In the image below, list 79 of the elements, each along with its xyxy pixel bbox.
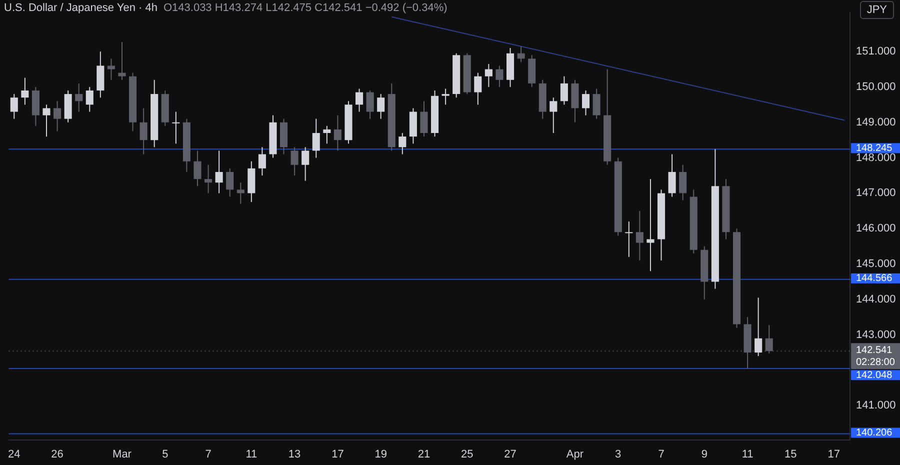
candlestick <box>312 118 320 158</box>
x-tick-label: 3 <box>615 448 622 461</box>
candlestick <box>560 76 568 106</box>
candlestick <box>496 65 504 88</box>
candlestick <box>474 72 482 106</box>
x-tick-label: 11 <box>246 448 258 461</box>
text: JPY <box>860 1 894 19</box>
candlestick <box>290 146 298 176</box>
candlestick <box>442 88 450 106</box>
candlestick <box>204 164 212 194</box>
candlestick <box>355 88 364 112</box>
candlestick <box>646 178 654 272</box>
candlestick <box>484 63 492 88</box>
candlestick <box>54 100 62 132</box>
candlestick <box>215 150 223 194</box>
y-tick-label: 143.000 <box>856 328 896 341</box>
candlestick <box>582 90 590 116</box>
candlestick <box>323 125 331 144</box>
y-tick-label: 151.000 <box>856 46 896 58</box>
ref-line-label: 144.566 <box>856 273 893 284</box>
x-tick-label: 25 <box>461 448 474 461</box>
text: 02:28:00 <box>856 356 896 368</box>
candlestick <box>377 94 385 120</box>
candlestick <box>754 297 762 357</box>
candlestick <box>636 210 644 261</box>
candlestick <box>118 41 126 80</box>
x-tick-label: 7 <box>205 448 212 461</box>
x-tick-label: 21 <box>418 448 430 461</box>
x-tick-label: 15 <box>784 448 797 461</box>
x-tick-label: 5 <box>162 448 168 461</box>
x-tick-label: 9 <box>701 448 708 461</box>
y-tick-label: 149.000 <box>856 116 896 128</box>
candlestick <box>517 46 525 63</box>
candlestick <box>668 154 676 198</box>
candlestick <box>75 82 83 112</box>
candlestick <box>550 97 558 134</box>
candlestick <box>302 146 310 182</box>
candlestick <box>398 132 406 155</box>
candlestick <box>172 111 180 144</box>
y-tick-label: 147.000 <box>856 187 896 200</box>
ref-line-label: 140.206 <box>856 428 893 439</box>
candlestick <box>366 90 374 120</box>
candlestick <box>679 164 687 201</box>
x-tick-label: 17 <box>332 448 344 461</box>
x-tick-label: Mar <box>112 448 132 461</box>
x-tick-label: 11 <box>742 448 754 461</box>
x-tick-label: 7 <box>658 448 664 461</box>
x-tick-label: 17 <box>828 448 840 461</box>
y-tick-label: 145.000 <box>856 258 896 270</box>
x-tick-label: 19 <box>374 448 387 461</box>
candlestick <box>625 221 633 258</box>
y-tick-label: 141.000 <box>856 400 896 412</box>
candlestick <box>420 100 428 138</box>
candlestick <box>86 86 94 112</box>
y-tick-label: 150.000 <box>856 80 896 93</box>
y-tick-label: 148.000 <box>856 152 896 164</box>
candlestick <box>42 104 50 138</box>
candlestick <box>21 77 29 106</box>
chart-title: U.S. Dollar / Japanese Yen · 4h <box>4 2 158 14</box>
x-tick-label: Apr <box>566 448 584 461</box>
candlestick <box>258 146 266 176</box>
x-tick-label: 24 <box>8 448 20 461</box>
x-tick-label: 27 <box>504 448 516 461</box>
y-tick-label: 144.000 <box>856 293 896 306</box>
candlestick <box>194 150 202 187</box>
x-tick-label: 13 <box>288 448 301 461</box>
candlestick <box>107 58 115 80</box>
candlestick <box>10 94 18 120</box>
candlestick <box>334 114 342 152</box>
candlestick <box>236 182 244 204</box>
candlestick <box>140 108 148 155</box>
ref-line-label: 142.048 <box>856 370 893 381</box>
candlestick <box>226 168 234 198</box>
chart-subtitle: O143.033 H143.274 L142.475 C142.541 −0.492 (−0.34%) <box>163 2 448 14</box>
ref-line-label: 142.541 <box>856 344 893 356</box>
x-tick-label: 26 <box>51 448 64 461</box>
candlestick <box>592 88 600 120</box>
ref-line-label: 148.245 <box>856 142 893 154</box>
y-tick-label: 146.000 <box>856 222 896 235</box>
